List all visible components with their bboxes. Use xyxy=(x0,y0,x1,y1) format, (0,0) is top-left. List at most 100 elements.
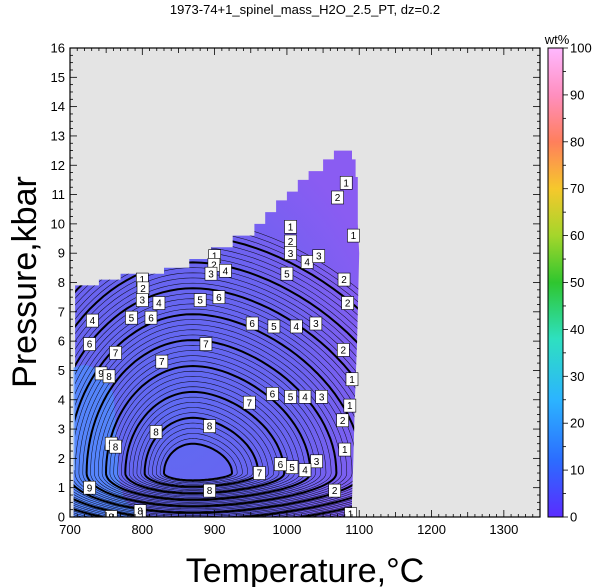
contour-label-text: 3 xyxy=(208,269,214,280)
contour-label-text: 2 xyxy=(211,261,217,272)
contour-label: 4 xyxy=(298,463,312,477)
contour-label-text: 6 xyxy=(216,293,222,304)
contour-label-text: 1 xyxy=(288,222,294,233)
contour-label-box xyxy=(343,398,357,413)
colorbar-tick-label: 80 xyxy=(570,134,584,149)
contour-label: 1 xyxy=(343,398,357,413)
contour-label-text: 1 xyxy=(343,178,349,189)
contour-label: 8 xyxy=(149,425,163,439)
contour-line xyxy=(73,308,360,515)
contour-label-box xyxy=(149,425,163,439)
contour-label-box xyxy=(312,249,326,263)
colorbar-tick-label: 40 xyxy=(570,322,584,337)
contour-label-text: 1 xyxy=(342,445,348,456)
contour-line xyxy=(73,261,360,517)
contour-label-text: 7 xyxy=(113,348,119,359)
contour-line xyxy=(82,334,342,508)
contour-label: 2 xyxy=(337,272,351,287)
y-tick-label: 8 xyxy=(58,275,65,290)
contour-label: 8 xyxy=(102,369,116,384)
contour-label-box xyxy=(109,439,122,454)
contour-label: 7 xyxy=(243,395,256,410)
contour-label: 3 xyxy=(136,293,149,307)
colorbar-label: wt% xyxy=(544,32,570,47)
contour-label-box xyxy=(86,313,99,328)
contour-line xyxy=(73,313,360,514)
contour-label-box xyxy=(331,190,344,205)
contour-label-box xyxy=(152,296,166,310)
contour-label: 2 xyxy=(336,413,349,428)
contour-label-box xyxy=(347,228,360,243)
contour-label-box xyxy=(267,319,281,334)
y-tick-label: 9 xyxy=(58,246,65,261)
contour-label: 2 xyxy=(136,281,150,296)
contour-label-text: 4 xyxy=(304,258,310,269)
contour-label-text: 4 xyxy=(294,322,300,333)
contour-label-text: 2 xyxy=(341,275,347,286)
contour-label-text: 2 xyxy=(332,486,338,497)
colorbar-tick-label: 10 xyxy=(570,463,584,478)
contour-label-text: 8 xyxy=(153,428,159,439)
contour-label: 1 xyxy=(284,220,297,234)
contour-line xyxy=(132,402,274,491)
contour-label-box xyxy=(338,442,352,457)
contour-line xyxy=(156,433,243,484)
contour-line xyxy=(159,438,238,482)
contour-label-text: 3 xyxy=(288,249,294,260)
contour-label: 8 xyxy=(104,510,118,524)
contour-label-text: 5 xyxy=(284,269,290,280)
colorbar xyxy=(547,47,564,518)
contour-label: 6 xyxy=(212,290,226,304)
colorbar-ticks: 0 10 20 30 40 50 60 70 80 90 100 xyxy=(563,41,592,525)
contour-label: 6 xyxy=(245,316,259,331)
colorbar-tick-label: 0 xyxy=(570,510,577,525)
contour-label-text: 2 xyxy=(288,237,294,248)
contour-label: 3 xyxy=(309,316,323,331)
contour-line xyxy=(73,303,360,516)
y-tick-label: 0 xyxy=(58,510,65,525)
contour-line xyxy=(73,282,360,517)
contour-label-text: 8 xyxy=(137,507,143,518)
contour-label-box xyxy=(136,293,149,307)
contour-label: 1 xyxy=(344,507,357,517)
colorbar-tick-label: 100 xyxy=(570,41,592,56)
contour-line xyxy=(73,287,360,517)
contour-label: 6 xyxy=(83,337,96,351)
contour-label-text: 1 xyxy=(140,275,146,286)
contour-label-text: 6 xyxy=(249,319,255,330)
contour-label-box xyxy=(298,463,312,477)
contour-label-box xyxy=(253,466,266,480)
contour-label-box xyxy=(280,266,294,281)
contour-label: 5 xyxy=(284,390,297,404)
y-tick-label: 13 xyxy=(51,128,65,143)
contour-label: 7 xyxy=(109,346,122,360)
y-tick-label: 14 xyxy=(51,99,65,114)
contour-label-box xyxy=(109,346,122,360)
contour-line xyxy=(101,360,316,502)
contour-label-text: 8 xyxy=(207,486,213,497)
contour-label-text: 4 xyxy=(302,466,308,477)
contour-label: 2 xyxy=(284,234,297,249)
contour-label-text: 2 xyxy=(335,193,341,204)
contour-label-text: 8 xyxy=(207,422,213,433)
x-tick-label: 800 xyxy=(131,522,153,537)
contour-label-text: 5 xyxy=(271,322,277,333)
contour-label-box xyxy=(284,220,297,234)
contour-label: 3 xyxy=(284,246,297,260)
contour-label: 4 xyxy=(298,390,312,404)
contour-label: 1 xyxy=(339,176,353,190)
contour-label-text: 5 xyxy=(288,392,294,403)
contour-label-box xyxy=(83,480,96,495)
contour-label-text: 1 xyxy=(351,231,357,242)
contour-label-box xyxy=(125,310,138,325)
contour-label-text: 5 xyxy=(129,313,135,324)
contour-line xyxy=(148,422,254,486)
contour-label-text: 8 xyxy=(108,513,114,524)
contour-label-text: 3 xyxy=(314,457,320,468)
x-tick-label: 1000 xyxy=(272,522,301,537)
colorbar-tick-label: 20 xyxy=(570,416,584,431)
colorbar-tick-label: 50 xyxy=(570,275,584,290)
contour-label: 8 xyxy=(203,419,216,433)
